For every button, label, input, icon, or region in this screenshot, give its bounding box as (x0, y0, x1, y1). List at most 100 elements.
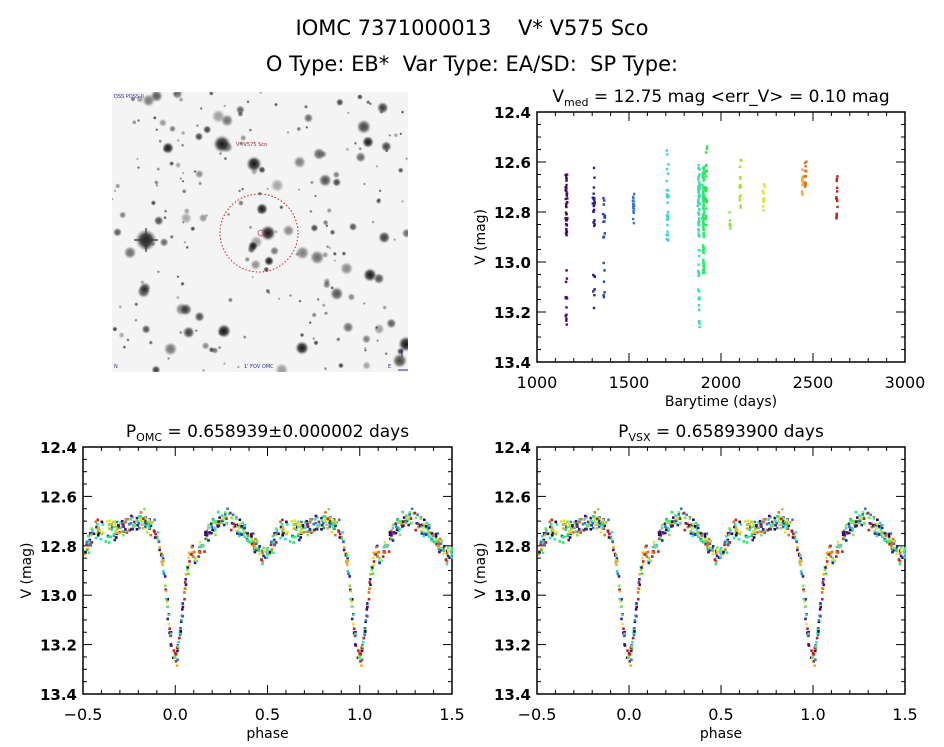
data-point (739, 175, 742, 179)
data-point (718, 550, 722, 554)
bright-star (248, 241, 258, 251)
data-point (659, 534, 662, 537)
data-point (143, 519, 147, 523)
data-point (323, 518, 327, 522)
data-point (184, 583, 188, 587)
data-point (602, 212, 605, 216)
data-point (758, 519, 762, 523)
data-point (623, 644, 627, 647)
data-point (571, 526, 574, 530)
data-point (364, 619, 368, 622)
data-point (804, 165, 807, 168)
data-point (320, 528, 323, 531)
data-point (689, 524, 693, 528)
field-star (250, 259, 262, 271)
field-star (138, 282, 152, 295)
bright-star (398, 336, 408, 352)
data-point (168, 627, 171, 630)
data-point (216, 510, 220, 514)
data-point (119, 521, 122, 524)
data-point (254, 537, 257, 541)
data-point (561, 541, 565, 544)
data-point (775, 526, 779, 530)
data-point (592, 273, 595, 277)
data-point (863, 507, 867, 511)
data-point (626, 649, 629, 652)
data-point (440, 539, 444, 543)
field-star (241, 187, 245, 191)
data-point (544, 541, 547, 544)
data-point (169, 634, 173, 637)
data-point (702, 268, 705, 271)
data-point (780, 507, 784, 511)
field-star (376, 101, 389, 114)
data-point (592, 221, 595, 224)
data-point (638, 578, 641, 581)
data-point (683, 528, 687, 532)
data-point (240, 533, 243, 536)
data-point (836, 175, 839, 178)
data-point (258, 552, 261, 556)
data-point (802, 181, 805, 184)
data-point (360, 649, 364, 653)
data-point (272, 551, 275, 554)
field-star (345, 147, 350, 152)
data-point (325, 523, 328, 526)
data-point (94, 536, 98, 540)
data-point (565, 319, 568, 322)
data-point (203, 550, 206, 553)
data-point (661, 532, 664, 536)
data-point (596, 507, 600, 511)
data-point (354, 630, 357, 634)
data-point (275, 531, 279, 535)
data-point (739, 194, 742, 197)
data-point (224, 511, 227, 514)
data-point (836, 205, 839, 209)
data-point (426, 531, 430, 534)
data-point (551, 533, 554, 537)
data-point (157, 540, 161, 543)
y-axis-label: V (mag) (19, 542, 35, 598)
data-point (420, 532, 424, 535)
data-point (268, 552, 271, 556)
field-star (384, 352, 388, 356)
data-point (332, 522, 336, 526)
data-point (328, 519, 331, 523)
data-point (271, 534, 275, 538)
data-point (849, 518, 853, 522)
field-star (297, 188, 301, 192)
data-point (704, 151, 708, 154)
data-point (88, 538, 92, 542)
data-point (445, 560, 449, 563)
data-point (281, 527, 285, 531)
data-point (859, 516, 862, 520)
data-point (853, 523, 856, 527)
data-point (889, 532, 893, 535)
data-point (279, 536, 282, 540)
data-point (253, 541, 256, 544)
data-point (854, 525, 857, 528)
data-point (567, 538, 570, 542)
data-point (564, 173, 567, 177)
data-point (583, 521, 587, 525)
data-point (825, 563, 829, 567)
data-point (705, 543, 709, 547)
data-point (391, 523, 395, 527)
data-point (726, 532, 730, 535)
data-point (783, 520, 786, 524)
data-point (427, 526, 431, 530)
data-point (702, 166, 705, 170)
data-point (225, 517, 228, 520)
data-point (804, 598, 807, 601)
data-point (616, 572, 620, 576)
x-axis-label: phase (700, 726, 742, 742)
data-point (697, 263, 700, 266)
data-point (643, 553, 647, 556)
data-point (811, 651, 815, 655)
data-point (564, 197, 567, 201)
data-point (564, 297, 568, 300)
data-point (699, 537, 702, 541)
data-point (719, 548, 722, 552)
data-point (365, 608, 369, 611)
data-point (705, 145, 709, 148)
